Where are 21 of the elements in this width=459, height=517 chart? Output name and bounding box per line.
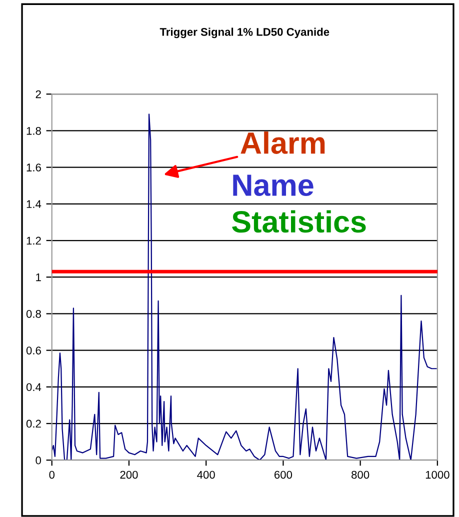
annotation: Name (233, 174, 314, 196)
x-tick-label: 200 (120, 470, 138, 479)
y-tick-label: 1.6 (26, 164, 41, 172)
x-tick-label: 800 (352, 470, 370, 479)
y-tick-label: 0.2 (26, 420, 41, 428)
y-tick-label: 0 (36, 456, 42, 464)
annotation: Alarm (240, 131, 325, 154)
x-tick-label: 400 (197, 470, 215, 479)
y-tick-label: 1 (36, 273, 41, 282)
y-tick-label: 0.8 (26, 310, 41, 318)
y-tick-label: 0.6 (26, 346, 41, 354)
y-tick-label: 0.4 (26, 383, 42, 392)
y-tick-label: 1.2 (26, 236, 41, 245)
chart-title: Trigger Signal 1% LD50 Cyanide (160, 28, 330, 38)
y-tick-label: 1.8 (26, 126, 41, 135)
y-tick-label: 2 (36, 90, 41, 98)
x-tick-label: 600 (274, 470, 292, 479)
x-tick-label: 0 (49, 470, 55, 479)
y-tick-label: 1.4 (26, 200, 42, 208)
annotation: Statistics (232, 210, 366, 233)
x-tick-label: 1000 (426, 470, 450, 479)
